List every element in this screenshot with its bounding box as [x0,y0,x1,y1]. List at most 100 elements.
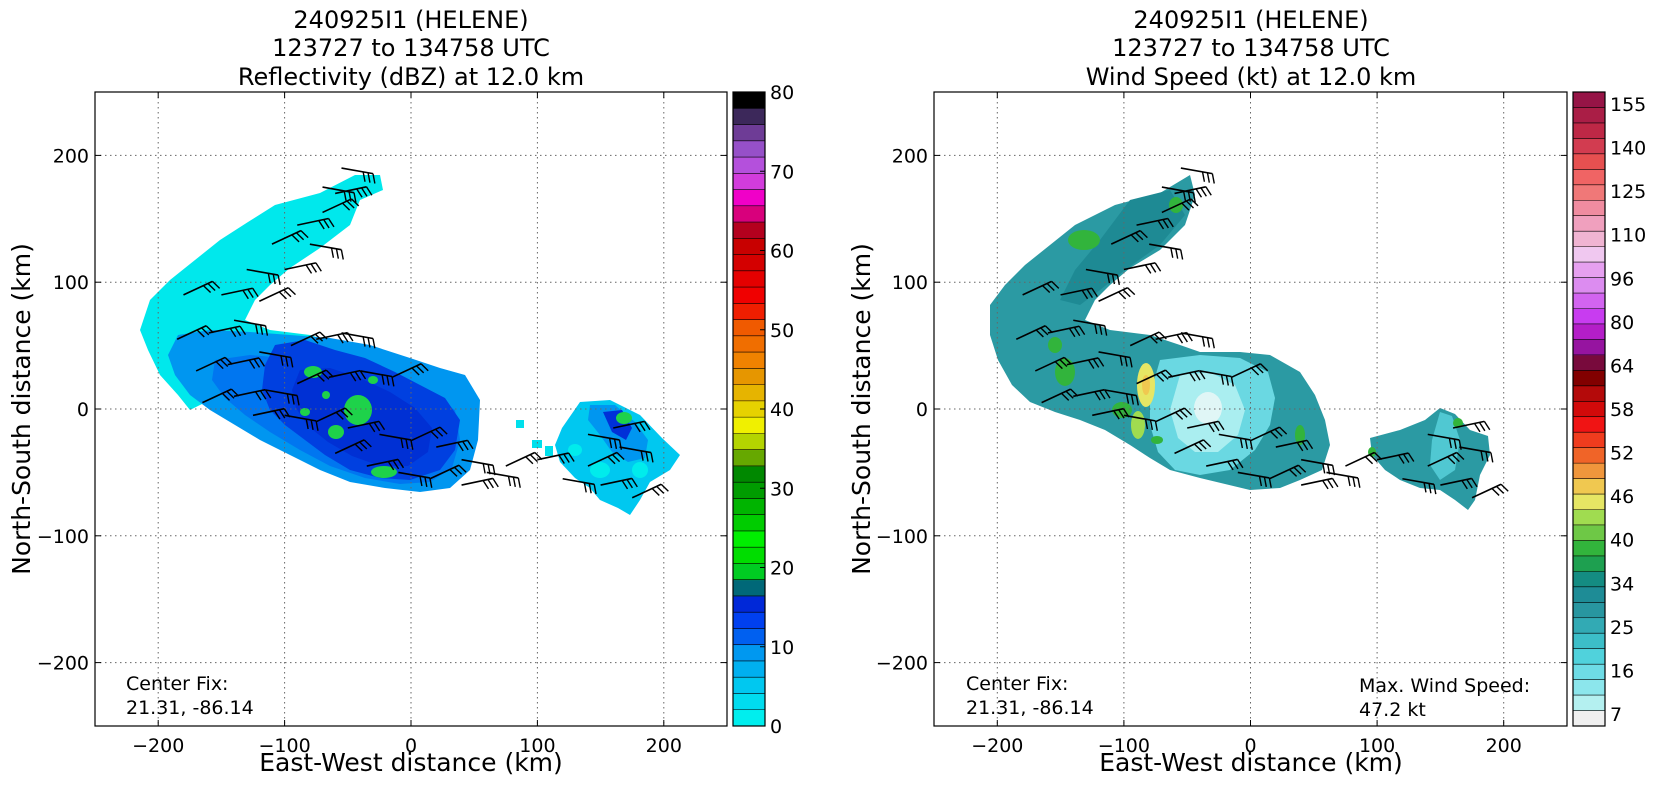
colorbar-tick-label: 20 [770,558,794,580]
east-cluster-region [1370,408,1490,510]
colorbar-segment [733,384,765,402]
wind-barb [1168,369,1206,382]
reflectivity-panel: 240925I1 (HELENE) 123727 to 134758 UTC R… [7,6,794,777]
colorbar-segment [1573,107,1605,124]
wind-barb [341,167,376,184]
wind-barb [1085,268,1120,286]
colorbar-segment [733,352,765,369]
colorbar-tick-label: 16 [1610,660,1634,682]
wind-barb [1098,351,1133,368]
colorbar-segment [733,417,765,434]
colorbar-segment [1573,153,1605,170]
wind-barb [429,464,467,480]
wind-barb [1041,388,1079,404]
wind-barb [1174,439,1212,455]
wind-barb [328,369,367,382]
colorbar-segment [733,319,765,337]
title-line-1: 240925I1 (HELENE) [293,6,528,34]
colorbar-segment [1573,385,1605,402]
colorbar-tick-label: 155 [1610,94,1646,116]
colorbar-segment [1573,679,1605,696]
colorbar-segment [1573,710,1605,727]
x-axis-label: East-West distance (km) [259,748,563,777]
colorbar-tick-label: 140 [1610,138,1646,160]
wind-barb [391,363,429,379]
title-line-2: 123727 to 134758 UTC [1112,34,1390,62]
colorbar-tick-label: 58 [1610,399,1634,421]
wind-barb [1123,414,1158,431]
colorbar-segment [733,579,765,597]
colorbar-tick-label: 40 [770,399,794,421]
wind-barb [1174,186,1212,198]
wind-barb [1440,477,1478,490]
colorbar-tick-label: 30 [770,478,794,500]
colorbar-segment [733,547,765,564]
wind-barb [183,280,221,296]
y-tick-label: 200 [53,145,89,167]
colorbar-segment [733,205,765,223]
colorbar-segment [733,709,765,727]
colorbar-segment [733,660,765,678]
wind-barb [1471,483,1509,499]
colorbar-tick-label: 0 [770,716,782,738]
wind-barbs [176,167,669,499]
colorbar-segment [1573,524,1605,541]
colorbar-segment [733,530,765,548]
y-tick-label: −200 [876,653,928,675]
colorbar-segment [1573,246,1605,263]
colorbar-segment [1573,200,1605,217]
wind-barb [1104,389,1139,406]
colorbar-segment [733,173,765,190]
x-tick-label: −200 [971,735,1023,757]
colorbar-segment [733,465,765,483]
east-cluster-light [1430,412,1460,480]
x-axis-label: East-West distance (km) [1099,748,1403,777]
colorbar-segment [1573,664,1605,681]
x-tick-label: 100 [1359,735,1395,757]
colorbar-segment [1573,370,1605,387]
x-tick-label: 0 [1244,735,1256,757]
wind-barb [1231,363,1269,379]
wind-barb [1206,458,1244,471]
west-max-region [1131,363,1155,439]
wind-barb [341,332,376,349]
colorbar-tick-label: 50 [770,320,794,342]
colorbar-segment [1573,648,1605,665]
colorbar-segment [733,514,765,532]
colorbar-segment [733,222,765,239]
y-tick-label: −100 [876,526,928,548]
colorbar-tick-label: 10 [770,637,794,659]
title-line-2: 123727 to 134758 UTC [272,34,550,62]
colorbar-segment [1573,293,1605,309]
wind-barb [1218,433,1253,450]
wind-barb [1136,217,1174,230]
wind-barb [271,229,309,245]
colorbar-segment [1573,602,1605,619]
colorbar-segment [733,677,765,694]
wind-barb [265,389,300,406]
colorbar-segment [733,157,765,174]
colorbar-segment [1573,478,1605,495]
wind-barb [1300,477,1339,490]
y-tick-label: 200 [892,145,928,167]
colorbar-segment [733,400,765,418]
axis-ticks: −200 −100 0 100 200 −200 −100 0 100 200 [876,92,1567,757]
x-tick-label: −200 [132,735,184,757]
wind-barb [1376,452,1415,464]
colorbar-segment [1573,416,1605,433]
x-tick-label: 200 [646,735,682,757]
colorbar-segment [1573,617,1605,634]
wind-barb [246,268,281,286]
wind-barb [537,452,575,464]
y-tick-label: −100 [37,526,89,548]
wind-barb [221,287,259,300]
colorbar-segment [1573,122,1605,139]
wind-barb [315,407,353,423]
wind-barb [461,477,499,490]
inner-core-lightest [1194,392,1222,424]
wind-barb [366,458,405,471]
wind-barb [1250,426,1288,442]
colorbar-segment [733,189,765,207]
wind-barb [1073,319,1108,336]
colorbar-segment [733,449,765,467]
